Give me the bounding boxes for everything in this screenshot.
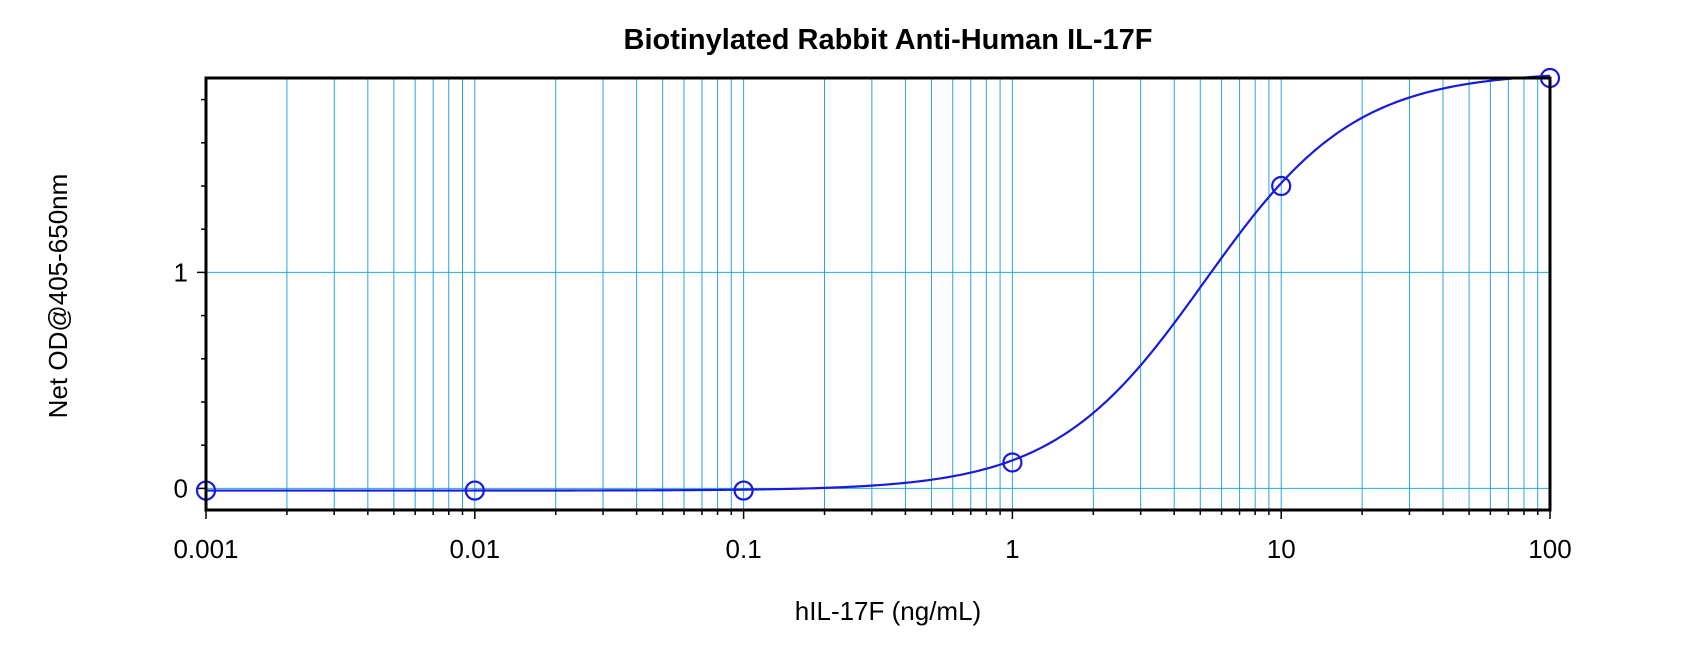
fit-curve	[206, 74, 1551, 492]
x-axis-label: hIL-17F (ng/mL)	[795, 596, 981, 626]
chart-title: Biotinylated Rabbit Anti-Human IL-17F	[624, 24, 1153, 56]
x-tick-label: 100	[1528, 534, 1571, 564]
y-tick-label: 0	[174, 473, 188, 503]
x-tick-label: 10	[1267, 534, 1296, 564]
plot-frame	[204, 76, 1552, 512]
data-point	[464, 480, 485, 501]
data-point	[733, 480, 754, 501]
x-tick-label: 0.001	[173, 534, 238, 564]
gridlines	[206, 78, 1550, 510]
y-axis-label: Net OD@405-650nm	[43, 174, 73, 419]
x-tick-labels: 0.001 0.01 0.1 1 10 100	[173, 534, 1571, 564]
fit-curve-layer	[206, 74, 1551, 492]
axis-ticks	[197, 98, 1551, 519]
x-tick-label: 0.1	[726, 534, 762, 564]
x-tick-label: 0.01	[449, 534, 500, 564]
y-tick-labels: 01	[174, 257, 188, 503]
data-point	[1271, 175, 1292, 197]
data-points	[195, 67, 1561, 501]
y-tick-label: 1	[174, 257, 188, 287]
x-tick-label: 1	[1005, 534, 1019, 564]
data-point	[1002, 452, 1023, 473]
